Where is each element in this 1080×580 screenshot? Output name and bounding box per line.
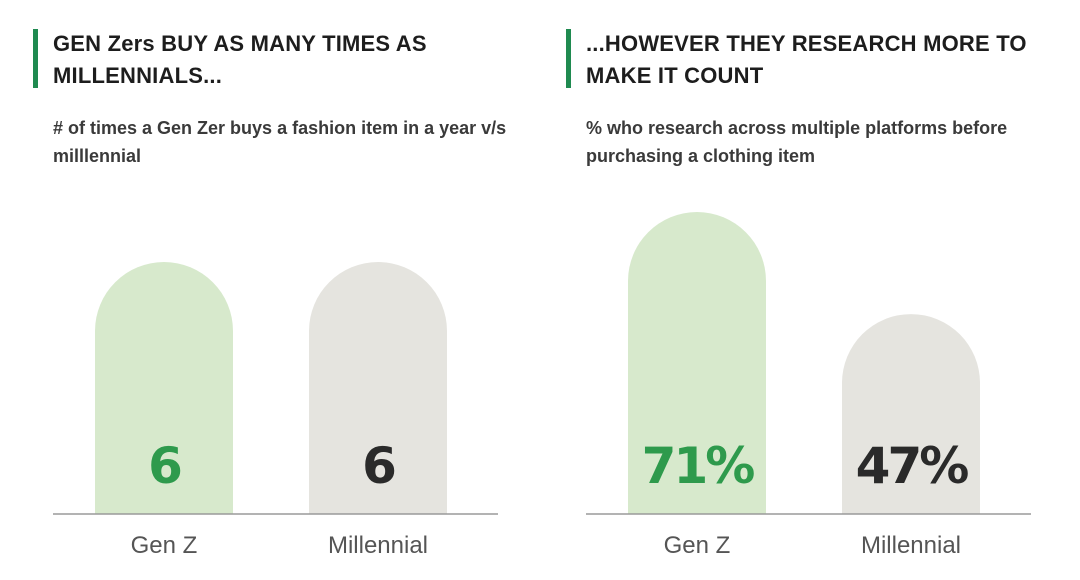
bar-value-label: 47% [856,437,969,495]
bar-chart-right: 71% Gen Z 47% Millennial [586,212,1031,559]
bar-value-label: 6 [148,437,181,495]
chart-panel-left: GEN Zers BUY AS MANY TIMES AS MILLENNIAL… [33,0,533,580]
accent-bar-right [566,29,571,88]
category-label: Millennial [861,532,961,559]
bar-millennial [309,262,447,514]
bar-millennial [842,314,980,514]
chart-subtitle-left: # of times a Gen Zer buys a fashion item… [53,118,507,166]
category-label: Millennial [328,532,428,559]
category-label: Gen Z [664,532,731,559]
bar-gen-z [628,212,766,514]
chart-subtitle-right: % who research across multiple platforms… [586,118,1008,166]
category-label: Gen Z [131,532,198,559]
bar-value-label: 6 [362,437,395,495]
accent-bar-left [33,29,38,88]
chart-title-left: GEN Zers BUY AS MANY TIMES AS MILLENNIAL… [53,31,427,88]
chart-panel-right: ...HOWEVER THEY RESEARCH MORE TO MAKE IT… [566,0,1066,580]
bar-chart-left: 6 Gen Z 6 Millennial [53,262,498,559]
bar-gen-z [95,262,233,514]
chart-title-right: ...HOWEVER THEY RESEARCH MORE TO MAKE IT… [586,31,1027,88]
bar-value-label: 71% [642,437,755,495]
